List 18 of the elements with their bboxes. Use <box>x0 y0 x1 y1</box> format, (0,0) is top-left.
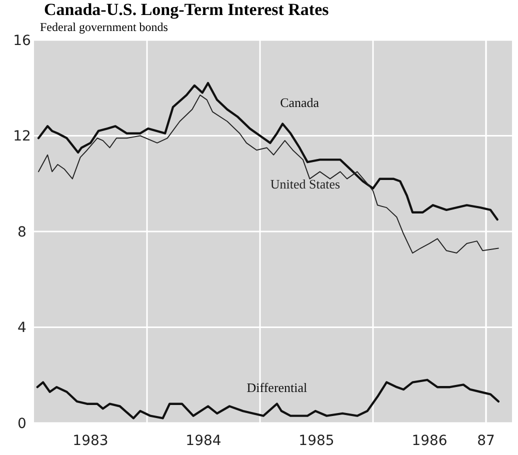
x-tick-label: 1984 <box>186 433 222 449</box>
y-tick-label: 4 <box>18 320 27 336</box>
x-tick-label: 1983 <box>72 433 108 449</box>
series-label: United States <box>270 176 340 192</box>
line-series <box>38 94 499 254</box>
x-tick-label: 87 <box>477 433 495 449</box>
series-label: Differential <box>246 380 308 395</box>
y-tick-label: 16 <box>13 32 31 49</box>
chart-title: Canada-U.S. Long-Term Interest Rates <box>44 0 330 19</box>
chart-subtitle: Federal government bonds <box>40 20 168 34</box>
line-series <box>36 378 500 420</box>
x-tick-label: 1985 <box>298 433 334 449</box>
y-tick-label: 12 <box>13 128 31 145</box>
x-tick-label: 1986 <box>412 433 448 449</box>
y-tick-label: 0 <box>18 416 26 432</box>
line-series <box>37 82 498 221</box>
y-tick-label: 8 <box>18 224 26 240</box>
series-label: Canada <box>280 95 320 110</box>
